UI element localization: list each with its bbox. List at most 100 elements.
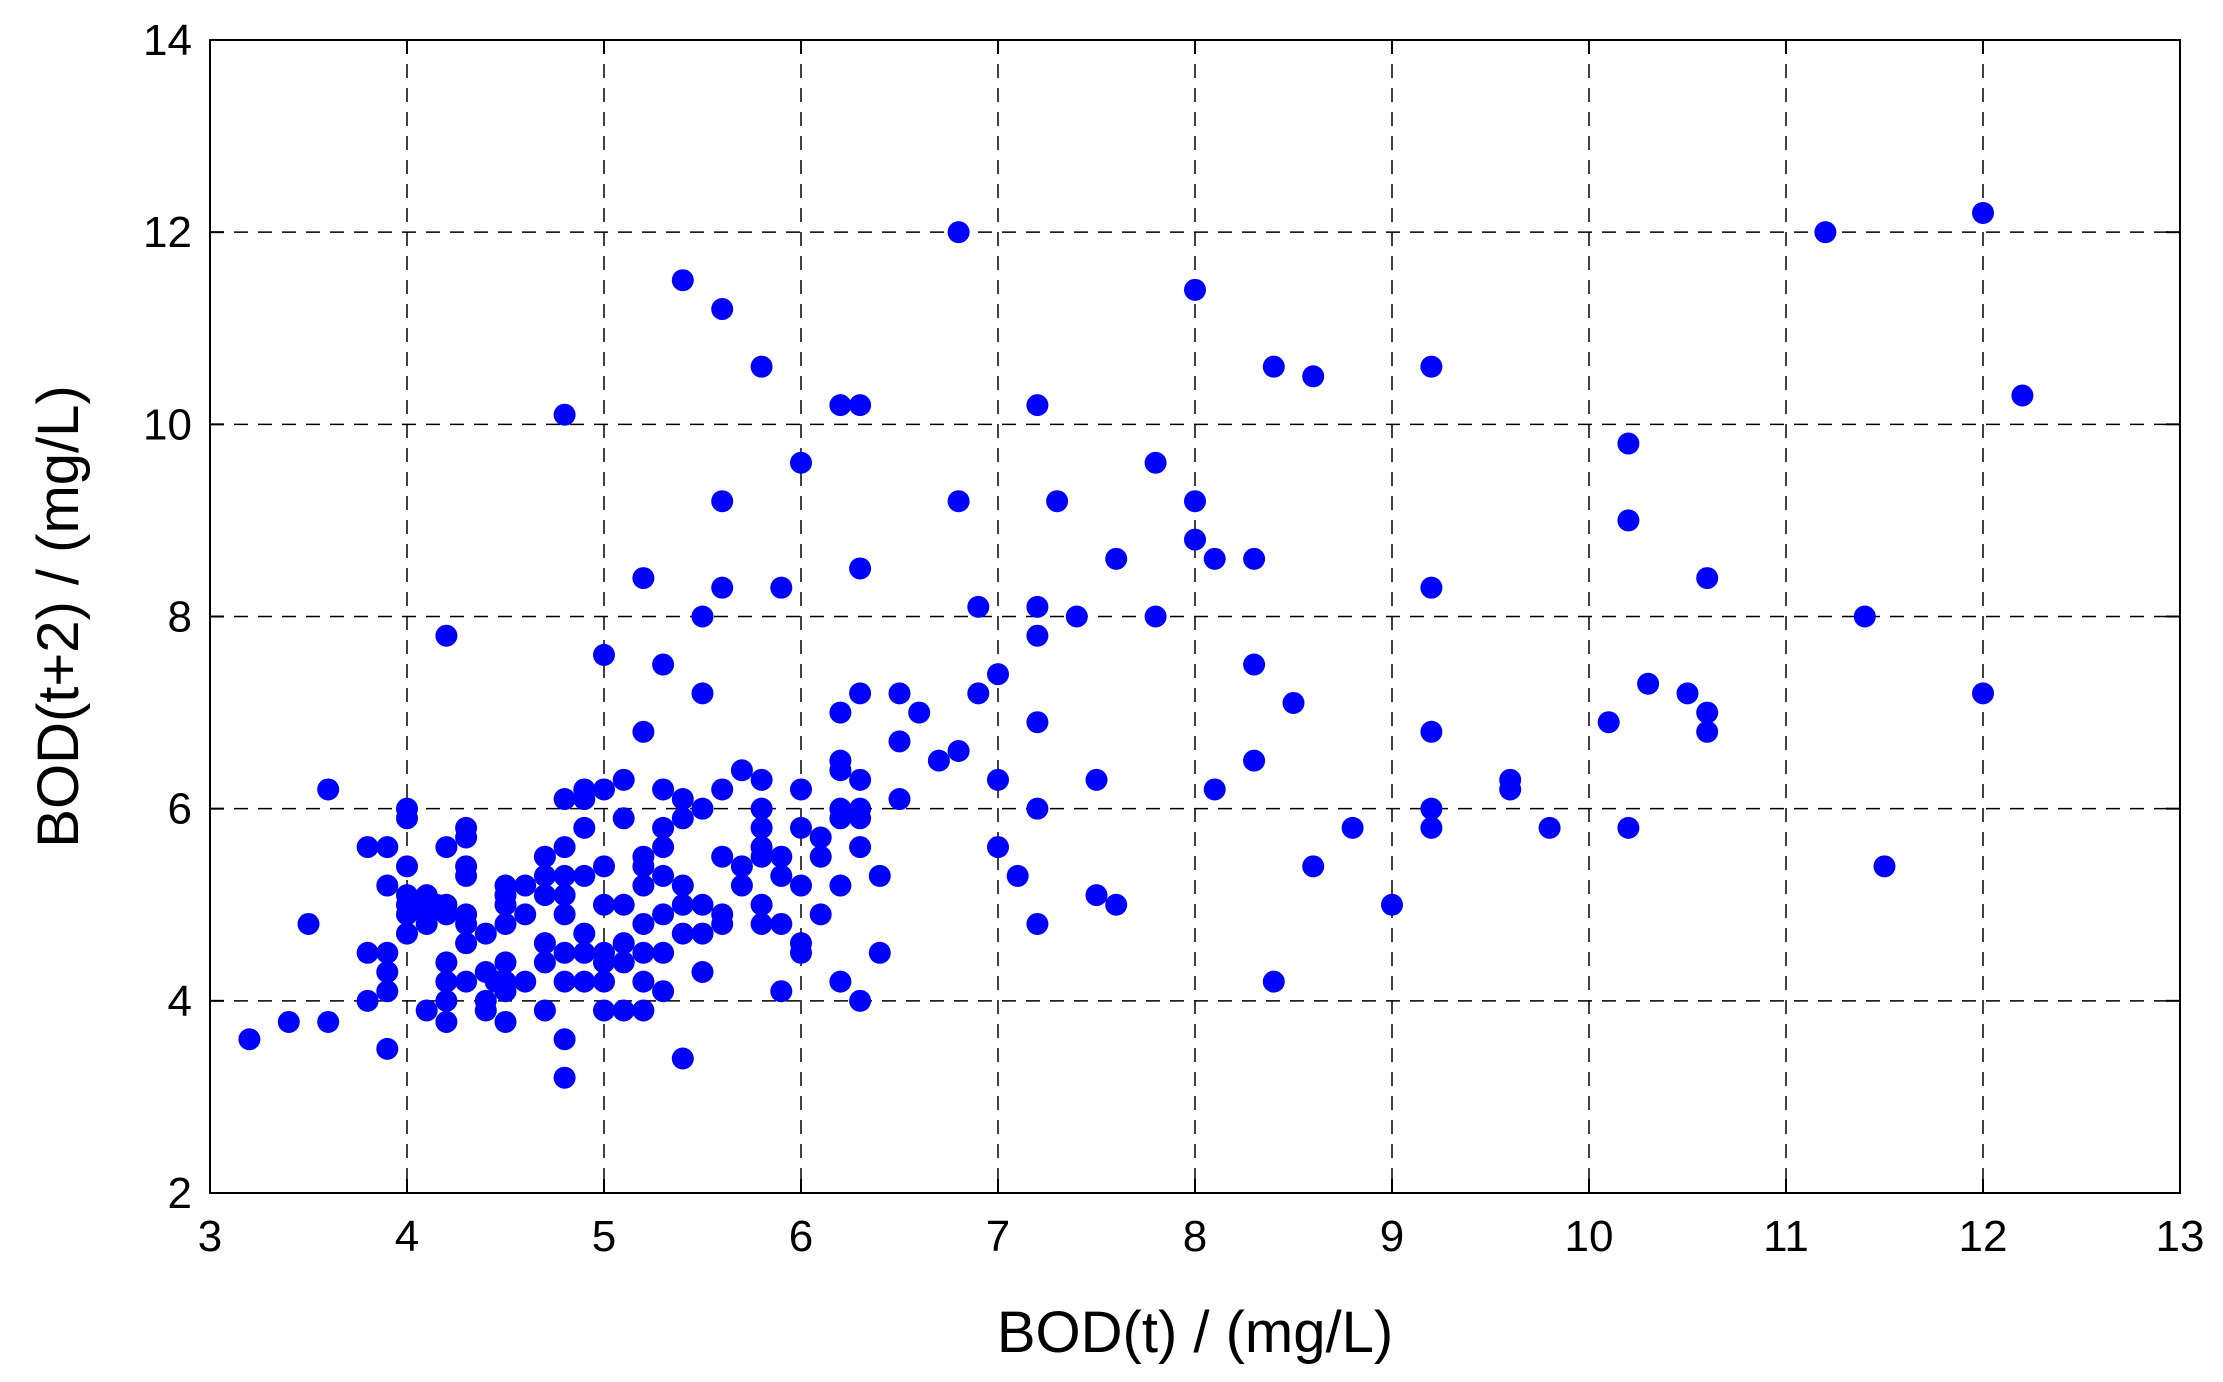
data-point: [1144, 451, 1167, 474]
data-point: [908, 701, 931, 724]
data-point: [474, 922, 497, 945]
data-point: [750, 836, 773, 859]
data-point: [1046, 490, 1069, 513]
data-point: [632, 720, 655, 743]
data-point: [770, 864, 793, 887]
data-point: [652, 778, 675, 801]
data-point: [711, 298, 734, 321]
data-point: [671, 269, 694, 292]
data-point: [435, 624, 458, 647]
data-point: [888, 682, 911, 705]
data-point: [1420, 576, 1443, 599]
data-point: [396, 884, 418, 907]
data-point: [455, 855, 478, 878]
data-point: [632, 845, 655, 868]
data-point: [770, 845, 793, 868]
data-point: [514, 903, 537, 926]
data-point: [632, 567, 655, 590]
data-point: [987, 836, 1009, 859]
data-point: [376, 961, 399, 984]
data-point: [612, 951, 635, 974]
data-point: [947, 490, 970, 513]
data-point: [277, 1010, 300, 1033]
data-point: [612, 932, 635, 955]
data-point: [1085, 884, 1108, 907]
data-point: [533, 932, 556, 955]
data-point: [1420, 816, 1443, 839]
data-point: [435, 989, 458, 1012]
data-point: [1026, 711, 1049, 734]
data-point: [652, 653, 675, 676]
data-point: [455, 816, 478, 839]
y-tick-label: 10: [143, 400, 192, 449]
data-point: [888, 788, 911, 811]
data-point: [691, 605, 714, 628]
data-point: [1637, 672, 1660, 695]
data-point: [849, 682, 872, 705]
data-point: [632, 970, 655, 993]
data-point: [1243, 749, 1266, 772]
x-tick-label: 5: [592, 1212, 616, 1261]
data-point: [494, 912, 517, 935]
data-point: [494, 970, 517, 993]
data-point: [494, 951, 517, 974]
data-point: [1282, 691, 1305, 714]
data-point: [612, 807, 635, 830]
data-point: [829, 701, 852, 724]
data-point: [888, 730, 911, 753]
data-point: [1184, 528, 1206, 551]
data-point: [376, 836, 399, 859]
data-point: [376, 1037, 399, 1060]
data-point: [750, 797, 773, 820]
x-tick-label: 9: [1380, 1212, 1404, 1261]
y-tick-label: 2: [168, 1169, 192, 1218]
data-point: [317, 778, 340, 801]
data-point: [632, 912, 655, 935]
data-point: [671, 807, 694, 830]
data-point: [435, 951, 458, 974]
x-tick-label: 3: [198, 1212, 222, 1261]
y-tick-label: 4: [168, 977, 192, 1026]
data-point: [770, 912, 793, 935]
x-tick-label: 4: [395, 1212, 419, 1261]
data-point: [1026, 394, 1049, 417]
data-point: [1696, 720, 1719, 743]
x-tick-label: 12: [1959, 1212, 2008, 1261]
data-point: [1105, 547, 1128, 570]
y-tick-label: 14: [143, 16, 192, 65]
data-point: [573, 970, 596, 993]
data-point: [927, 749, 950, 772]
data-point: [1262, 355, 1285, 378]
data-point: [1302, 365, 1325, 388]
data-point: [1006, 864, 1029, 887]
x-tick-label: 6: [789, 1212, 813, 1261]
data-point: [593, 855, 615, 878]
data-point: [1184, 278, 1206, 301]
y-tick-label: 6: [168, 785, 192, 834]
data-point: [612, 768, 635, 791]
data-point: [750, 912, 773, 935]
data-point: [1972, 201, 1994, 224]
data-point: [829, 394, 852, 417]
data-point: [415, 999, 438, 1022]
data-point: [494, 1010, 517, 1033]
data-point: [770, 576, 793, 599]
data-point: [1499, 768, 1522, 791]
data-point: [553, 1028, 576, 1051]
data-point: [1026, 912, 1049, 935]
data-point: [652, 816, 675, 839]
data-points: [238, 201, 2034, 1089]
data-point: [533, 864, 556, 887]
grid-lines: [210, 40, 2180, 1193]
data-point: [652, 903, 675, 926]
data-point: [632, 874, 655, 897]
x-tick-label: 11: [1763, 1212, 1809, 1261]
data-point: [573, 778, 596, 801]
data-point: [750, 768, 773, 791]
data-point: [947, 740, 970, 763]
data-point: [474, 989, 497, 1012]
data-point: [1243, 547, 1266, 570]
data-point: [1144, 605, 1167, 628]
data-point: [1617, 509, 1640, 532]
